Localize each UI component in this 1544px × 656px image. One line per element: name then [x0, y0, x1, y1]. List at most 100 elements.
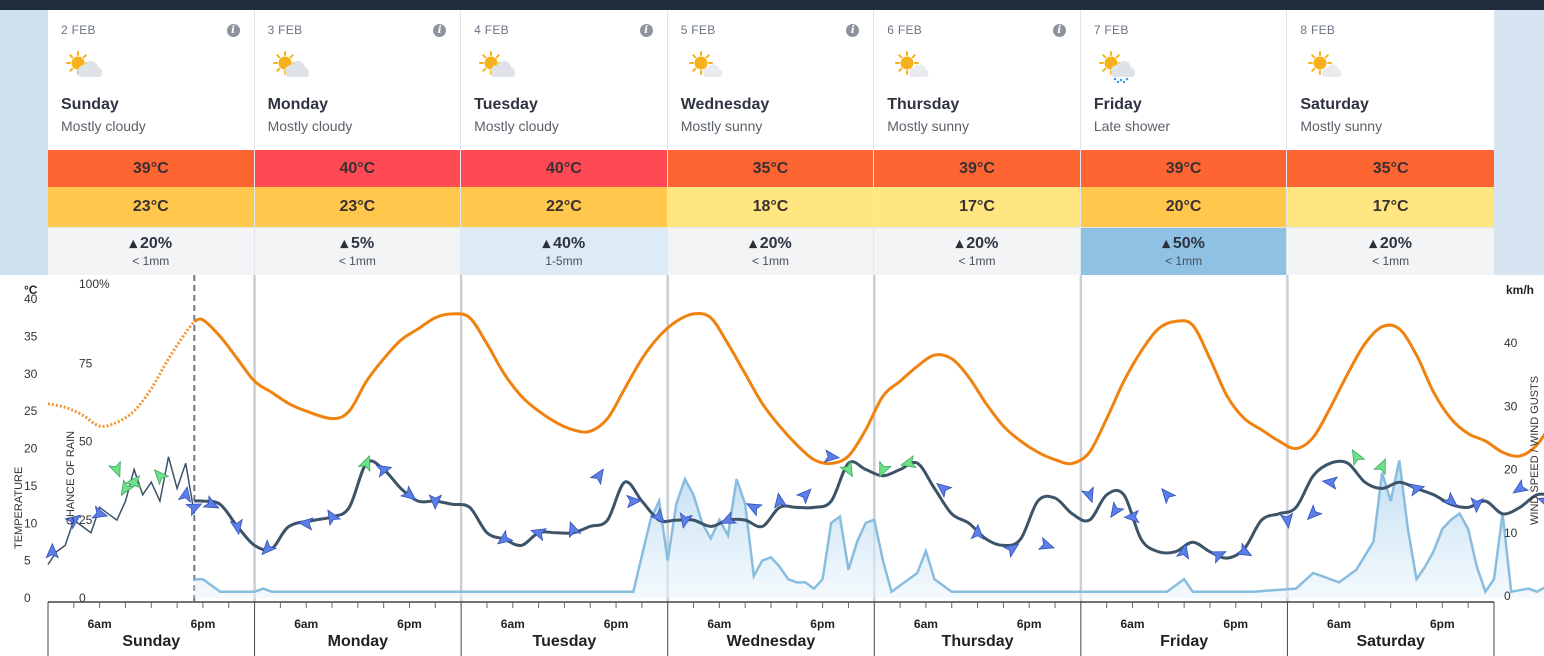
rain-chance: 20% [966, 235, 999, 252]
temp-tick-label: 30 [24, 367, 38, 381]
day-name: Sunday [61, 96, 119, 113]
mostly-sunny-icon [1308, 51, 1342, 77]
rain-chance: 20% [140, 235, 173, 252]
wind-direction-arrow [1175, 542, 1190, 560]
temp-tick-label: 15 [24, 479, 38, 493]
right-panel [1494, 10, 1544, 275]
min-temp: 20°C [1080, 187, 1287, 227]
wind-direction-arrow [125, 474, 142, 489]
time-label: 6am [1120, 617, 1144, 631]
day-name: Friday [1093, 96, 1142, 113]
wind-direction-arrow [1408, 483, 1426, 497]
top-bar [0, 0, 1544, 10]
wind-direction-arrow [153, 469, 170, 486]
rain-cell: ▴ 50% < 1mm [1080, 227, 1287, 275]
day-axis-label: Monday [328, 633, 389, 650]
raindrops-icon: ▴ [129, 235, 138, 252]
wind-direction-arrow [1209, 551, 1227, 564]
min-temp: 23°C [48, 187, 254, 227]
rain-cell: ▴ 20% < 1mm [1287, 227, 1494, 275]
time-label: 6am [88, 617, 112, 631]
day-column[interactable]: 3 FEB i Monday Mostly cloudy 40°C 23°C ▴… [254, 10, 462, 275]
max-temp: 39°C [48, 150, 254, 187]
wind-direction-arrow [823, 449, 841, 463]
time-label: 6am [294, 617, 318, 631]
temp-tick-label: 10 [24, 516, 38, 530]
day-column[interactable]: 6 FEB i Thursday Mostly sunny 39°C 17°C … [874, 10, 1081, 275]
time-label: 6am [707, 617, 731, 631]
plot-area [48, 275, 1494, 602]
forecast-chart[interactable]: °C 0 5 10 15 20 25 30 35 40 TEMPERATURE 0 25 50 75 100%… [0, 275, 1544, 656]
time-label: 6am [501, 617, 525, 631]
wind-tick-label: 10 [1504, 526, 1518, 540]
day-name: Tuesday [474, 96, 538, 113]
wind-direction-arrow [719, 511, 738, 524]
rain-amount: < 1mm [751, 254, 789, 268]
mostly-cloudy-icon [66, 51, 102, 77]
min-temp: 22°C [461, 187, 667, 227]
shower-icon [1098, 51, 1135, 83]
wind-direction-arrow [1110, 501, 1125, 519]
wind-direction-arrow [589, 468, 604, 486]
rain-tick-label: 0 [79, 591, 86, 605]
day-column[interactable]: 2 FEB i Sunday Mostly cloudy 39°C 23°C ▴… [48, 10, 255, 275]
wind-direction-arrow [839, 460, 854, 478]
wind-direction-arrow [327, 509, 342, 527]
wind-direction-arrow [936, 482, 953, 499]
wind-axis-label: WIND SPEED / WIND GUSTS [1529, 376, 1541, 525]
day-column[interactable]: 7 FEB Friday Late shower 39°C 20°C ▴ 50% … [1080, 10, 1288, 275]
wind-direction-arrow [1080, 486, 1094, 504]
wind-direction-arrow [399, 485, 417, 501]
max-temp: 35°C [667, 150, 874, 187]
temp-tick-label: 35 [24, 329, 38, 343]
day-name: Saturday [1300, 96, 1369, 113]
rain-cell: ▴ 20% < 1mm [667, 227, 874, 275]
wind-direction-arrow [1512, 479, 1530, 494]
wind-direction-arrow [1161, 487, 1177, 505]
wind-direction-arrow [375, 464, 393, 478]
wind-direction-arrow [529, 528, 548, 542]
wind-direction-arrow [745, 503, 764, 517]
mostly-cloudy-icon [479, 51, 516, 77]
info-icon[interactable]: i [1052, 24, 1066, 37]
day-date: 6 FEB [887, 23, 923, 37]
day-description: Mostly cloudy [474, 118, 559, 134]
time-label: 6am [914, 617, 938, 631]
day-column[interactable]: 4 FEB i Tuesday Mostly cloudy 40°C 22°C … [461, 10, 668, 275]
wind-direction-arrow [649, 507, 666, 524]
wind-direction-arrow [679, 511, 693, 529]
temp-axis-unit: °C [24, 283, 38, 297]
day-column[interactable]: 8 FEB Saturday Mostly sunny 35°C 17°C ▴ 2… [1287, 10, 1494, 275]
raindrops-icon: ▴ [340, 235, 349, 252]
wind-direction-arrow [185, 503, 203, 517]
time-label: 6pm [604, 617, 629, 631]
wind-direction-arrow [120, 479, 135, 497]
wind-direction-arrow [64, 514, 82, 530]
wind-tick-label: 30 [1504, 399, 1518, 413]
wind-direction-arrow [795, 488, 812, 505]
day-column[interactable]: 5 FEB i Wednesday Mostly sunny 35°C 18°C… [667, 10, 875, 275]
info-icon[interactable]: i [433, 24, 447, 37]
temp-tick-label: 25 [24, 404, 38, 418]
rain-tick-label: 25 [79, 513, 93, 527]
info-icon[interactable]: i [846, 24, 860, 37]
day-axis-label: Sunday [122, 633, 180, 650]
day-date: 7 FEB [1093, 23, 1129, 37]
info-icon[interactable]: i [226, 24, 240, 37]
rain-amount: < 1mm [1165, 254, 1203, 268]
rain-chance: 5% [351, 235, 375, 252]
wind-direction-arrow [1037, 536, 1055, 550]
wind-direction-arrow [261, 538, 278, 556]
rain-axis-label: CHANCE OF RAIN [65, 431, 77, 525]
wind-direction-arrow [357, 454, 371, 473]
day-date: 4 FEB [474, 23, 509, 37]
day-date: 8 FEB [1300, 23, 1336, 37]
rain-chance: 50% [1172, 235, 1205, 252]
info-icon[interactable]: i [639, 24, 653, 37]
wind-direction-arrow [229, 518, 243, 536]
rain-axis-top-label: 100% [79, 277, 110, 291]
wind-tick-label: 40 [1504, 336, 1518, 350]
time-axis-panel [48, 602, 1494, 656]
temp-axis-label: TEMPERATURE [13, 467, 25, 549]
day-date: 5 FEB [680, 23, 716, 37]
